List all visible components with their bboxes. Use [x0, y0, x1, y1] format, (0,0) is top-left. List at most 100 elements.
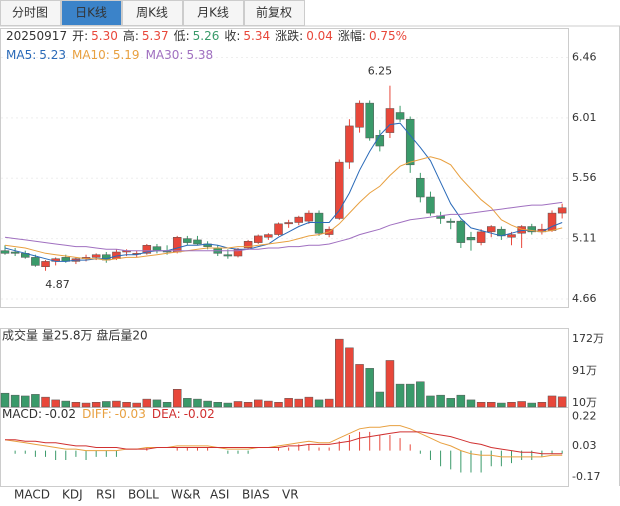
volume-bar [345, 347, 354, 408]
volume-bar [162, 402, 172, 408]
candle-body [527, 226, 537, 233]
volume-bar [405, 383, 415, 408]
volume-bar [172, 389, 182, 408]
volume-bar [183, 398, 192, 408]
volume-bar [436, 394, 445, 408]
low-annotation: 4.87 [45, 278, 70, 291]
y-tick-label: 6.46 [572, 51, 597, 64]
volume-bar [314, 399, 324, 408]
quote-label: 涨幅: [338, 28, 366, 43]
quote-value: 5.26 [193, 29, 220, 43]
indicator-tab[interactable]: MACD [14, 488, 50, 502]
candle-body [446, 220, 455, 223]
quote-label: 高: [123, 28, 139, 43]
volume-bar [203, 400, 212, 408]
volume-bar [557, 396, 567, 408]
tab[interactable] [0, 0, 61, 26]
volume-bar [527, 402, 537, 408]
legend-value: -0.03 [115, 407, 146, 421]
volume-bar [31, 394, 40, 408]
volume-bar [254, 399, 263, 408]
candle-body [395, 112, 405, 120]
tab[interactable] [183, 0, 244, 26]
volume-bar [112, 400, 121, 408]
y-tick-label: 5.11 [572, 232, 597, 245]
volume-bar [426, 395, 435, 408]
volume-bar [102, 401, 111, 408]
volume-bar [537, 402, 547, 408]
legend-value: 5.38 [186, 48, 213, 62]
candle-body [365, 102, 374, 139]
volume-bar [223, 402, 233, 408]
volume-bar [10, 394, 20, 408]
candle-body [10, 251, 20, 254]
volume-bar [81, 402, 91, 408]
legend-name: DEA: [152, 407, 181, 421]
volume-bar [132, 402, 141, 408]
ma-legend: MA5: 5.23 MA10: 5.19 MA30: 5.38 [6, 48, 213, 62]
tab[interactable] [61, 0, 122, 26]
indicator-tab[interactable]: BIAS [242, 488, 270, 502]
indicator-tab[interactable]: W&R [171, 488, 201, 502]
legend-name: MACD: [2, 407, 42, 421]
volume-bar [355, 364, 364, 408]
tab-label[interactable]: 日K线 [75, 6, 107, 20]
volume-bar [466, 399, 476, 408]
legend-value: -0.02 [45, 407, 76, 421]
candle-body [314, 212, 324, 234]
volume-bar [51, 399, 60, 408]
volume-bar [507, 402, 516, 408]
volume-bar [152, 399, 162, 408]
tab-label[interactable]: 分时图 [12, 6, 48, 20]
quote-line: 20250917 开: 5.30 高: 5.37 低: 5.26 收: 5.34 涨跌: 0.04 涨… [6, 28, 407, 43]
candle-body [385, 108, 395, 133]
legend-name: MA5: [6, 48, 36, 62]
quote-value: 0.04 [306, 29, 333, 43]
candle-body [294, 216, 304, 223]
volume-bar [497, 402, 506, 408]
volume-bar [365, 368, 374, 408]
indicator-tab[interactable]: KDJ [62, 488, 83, 502]
macd-line [5, 431, 563, 455]
legend-value: 5.19 [113, 48, 140, 62]
y-tick-label: -0.17 [572, 470, 600, 483]
volume-bar [243, 402, 253, 408]
indicator-tab[interactable]: VR [282, 488, 299, 502]
volume-bar [142, 398, 152, 408]
legend-name: MA10: [72, 48, 110, 62]
tab-label[interactable]: 前复权 [256, 5, 292, 20]
candle-body [304, 212, 314, 222]
y-tick-label: 172万 [572, 332, 604, 345]
volume-bar [456, 394, 466, 408]
volume-bar [274, 402, 283, 408]
y-tick-label: 0.22 [572, 409, 597, 422]
candle-body [456, 220, 466, 243]
candle-body [557, 207, 567, 214]
tab-label[interactable]: 周K线 [136, 6, 168, 20]
quote-label: 收: [224, 29, 240, 43]
volume-bar [547, 395, 557, 408]
y-tick-label: 6.01 [572, 111, 597, 124]
high-annotation: 6.25 [368, 65, 393, 78]
volume-bar [395, 383, 405, 408]
candle-body [274, 223, 283, 235]
indicator-tab[interactable]: ASI [210, 488, 229, 502]
candle-body [183, 238, 192, 243]
volume-bar [71, 402, 81, 408]
candle-body [0, 250, 10, 254]
candle-body [355, 102, 364, 128]
tab-label[interactable]: 月K线 [197, 6, 229, 20]
legend-value: -0.02 [184, 407, 215, 421]
candle-body [405, 118, 415, 166]
volume-bar [41, 396, 50, 408]
volume-bar [193, 398, 202, 408]
candle-body [476, 231, 486, 243]
indicator-tab[interactable]: BOLL [128, 488, 159, 502]
candle-body [142, 245, 152, 254]
candle-body [284, 222, 293, 225]
candle-body [466, 237, 476, 241]
indicator-tab[interactable]: RSI [96, 488, 116, 502]
quote-value: 5.34 [243, 29, 270, 43]
candle-body [486, 226, 496, 233]
